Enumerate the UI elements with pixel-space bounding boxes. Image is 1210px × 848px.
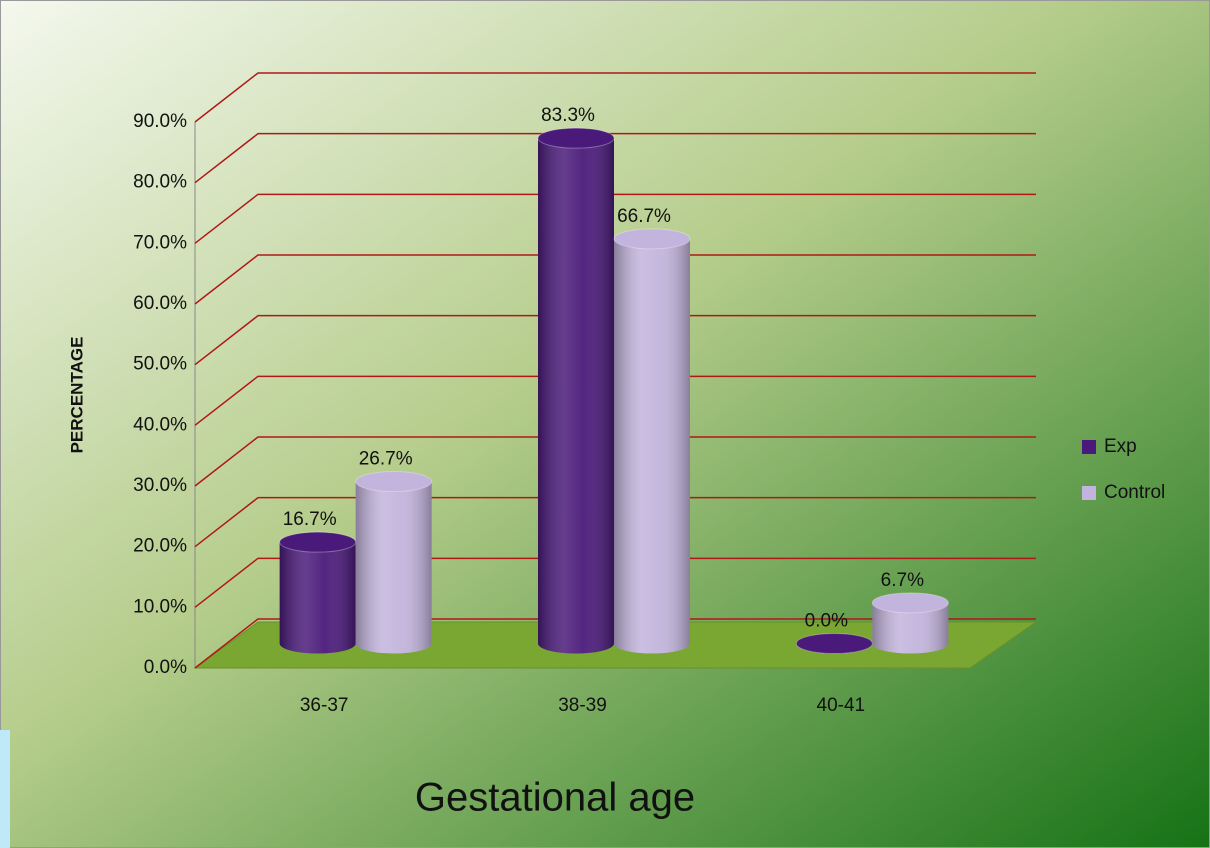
bar-part xyxy=(871,592,949,614)
value-label: 16.7% xyxy=(283,509,337,530)
grid-line xyxy=(194,254,1036,305)
bar-part xyxy=(613,228,691,250)
legend-swatch xyxy=(1082,486,1096,500)
legend-swatch xyxy=(1082,440,1096,454)
grid-line xyxy=(194,436,1036,487)
legend-label: Exp xyxy=(1104,436,1137,457)
bar-part xyxy=(279,542,356,654)
y-tick-label: 0.0% xyxy=(144,657,187,678)
bar xyxy=(537,127,615,654)
grid-line xyxy=(194,557,1036,608)
x-tick-label: 36-37 xyxy=(300,695,349,716)
bar-part xyxy=(872,602,949,654)
x-tick-label: 40-41 xyxy=(817,695,866,716)
y-axis-title: PERCENTAGE xyxy=(67,337,86,454)
y-tick-label: 10.0% xyxy=(133,596,187,617)
bar xyxy=(355,471,433,654)
bar-part xyxy=(355,471,433,493)
grid-line xyxy=(194,193,1036,244)
value-label: 6.7% xyxy=(881,570,924,591)
bar xyxy=(795,633,873,654)
y-tick-label: 40.0% xyxy=(133,414,187,435)
bar-part xyxy=(355,481,432,654)
y-tick-label: 80.0% xyxy=(133,172,187,193)
legend-label: Control xyxy=(1104,482,1165,503)
bar xyxy=(871,592,949,654)
bar-part xyxy=(537,127,615,149)
y-tick-label: 60.0% xyxy=(133,293,187,314)
y-tick-label: 30.0% xyxy=(133,475,187,496)
grid-line xyxy=(194,496,1036,548)
bar-part xyxy=(279,531,357,553)
value-label: 83.3% xyxy=(541,105,595,126)
bar-part xyxy=(795,633,873,654)
value-label: 66.7% xyxy=(617,206,671,227)
bar-part xyxy=(614,238,690,654)
grid-line xyxy=(194,618,1036,669)
x-tick-label: 38-39 xyxy=(558,695,607,716)
bar xyxy=(613,228,691,654)
y-tick-label: 20.0% xyxy=(133,536,187,557)
y-tick-label: 70.0% xyxy=(133,232,187,253)
y-tick-label: 90.0% xyxy=(133,111,187,132)
grid-line xyxy=(194,72,1036,123)
value-label: 0.0% xyxy=(805,611,848,632)
y-tick-label: 50.0% xyxy=(133,354,187,375)
grid-line xyxy=(194,132,1036,184)
x-axis-title: Gestational age xyxy=(415,776,695,820)
bar xyxy=(279,531,357,654)
edge xyxy=(0,730,10,848)
grid-line xyxy=(194,314,1036,366)
grid-line xyxy=(194,375,1036,426)
bar-part xyxy=(538,138,614,654)
value-label: 26.7% xyxy=(359,449,413,470)
